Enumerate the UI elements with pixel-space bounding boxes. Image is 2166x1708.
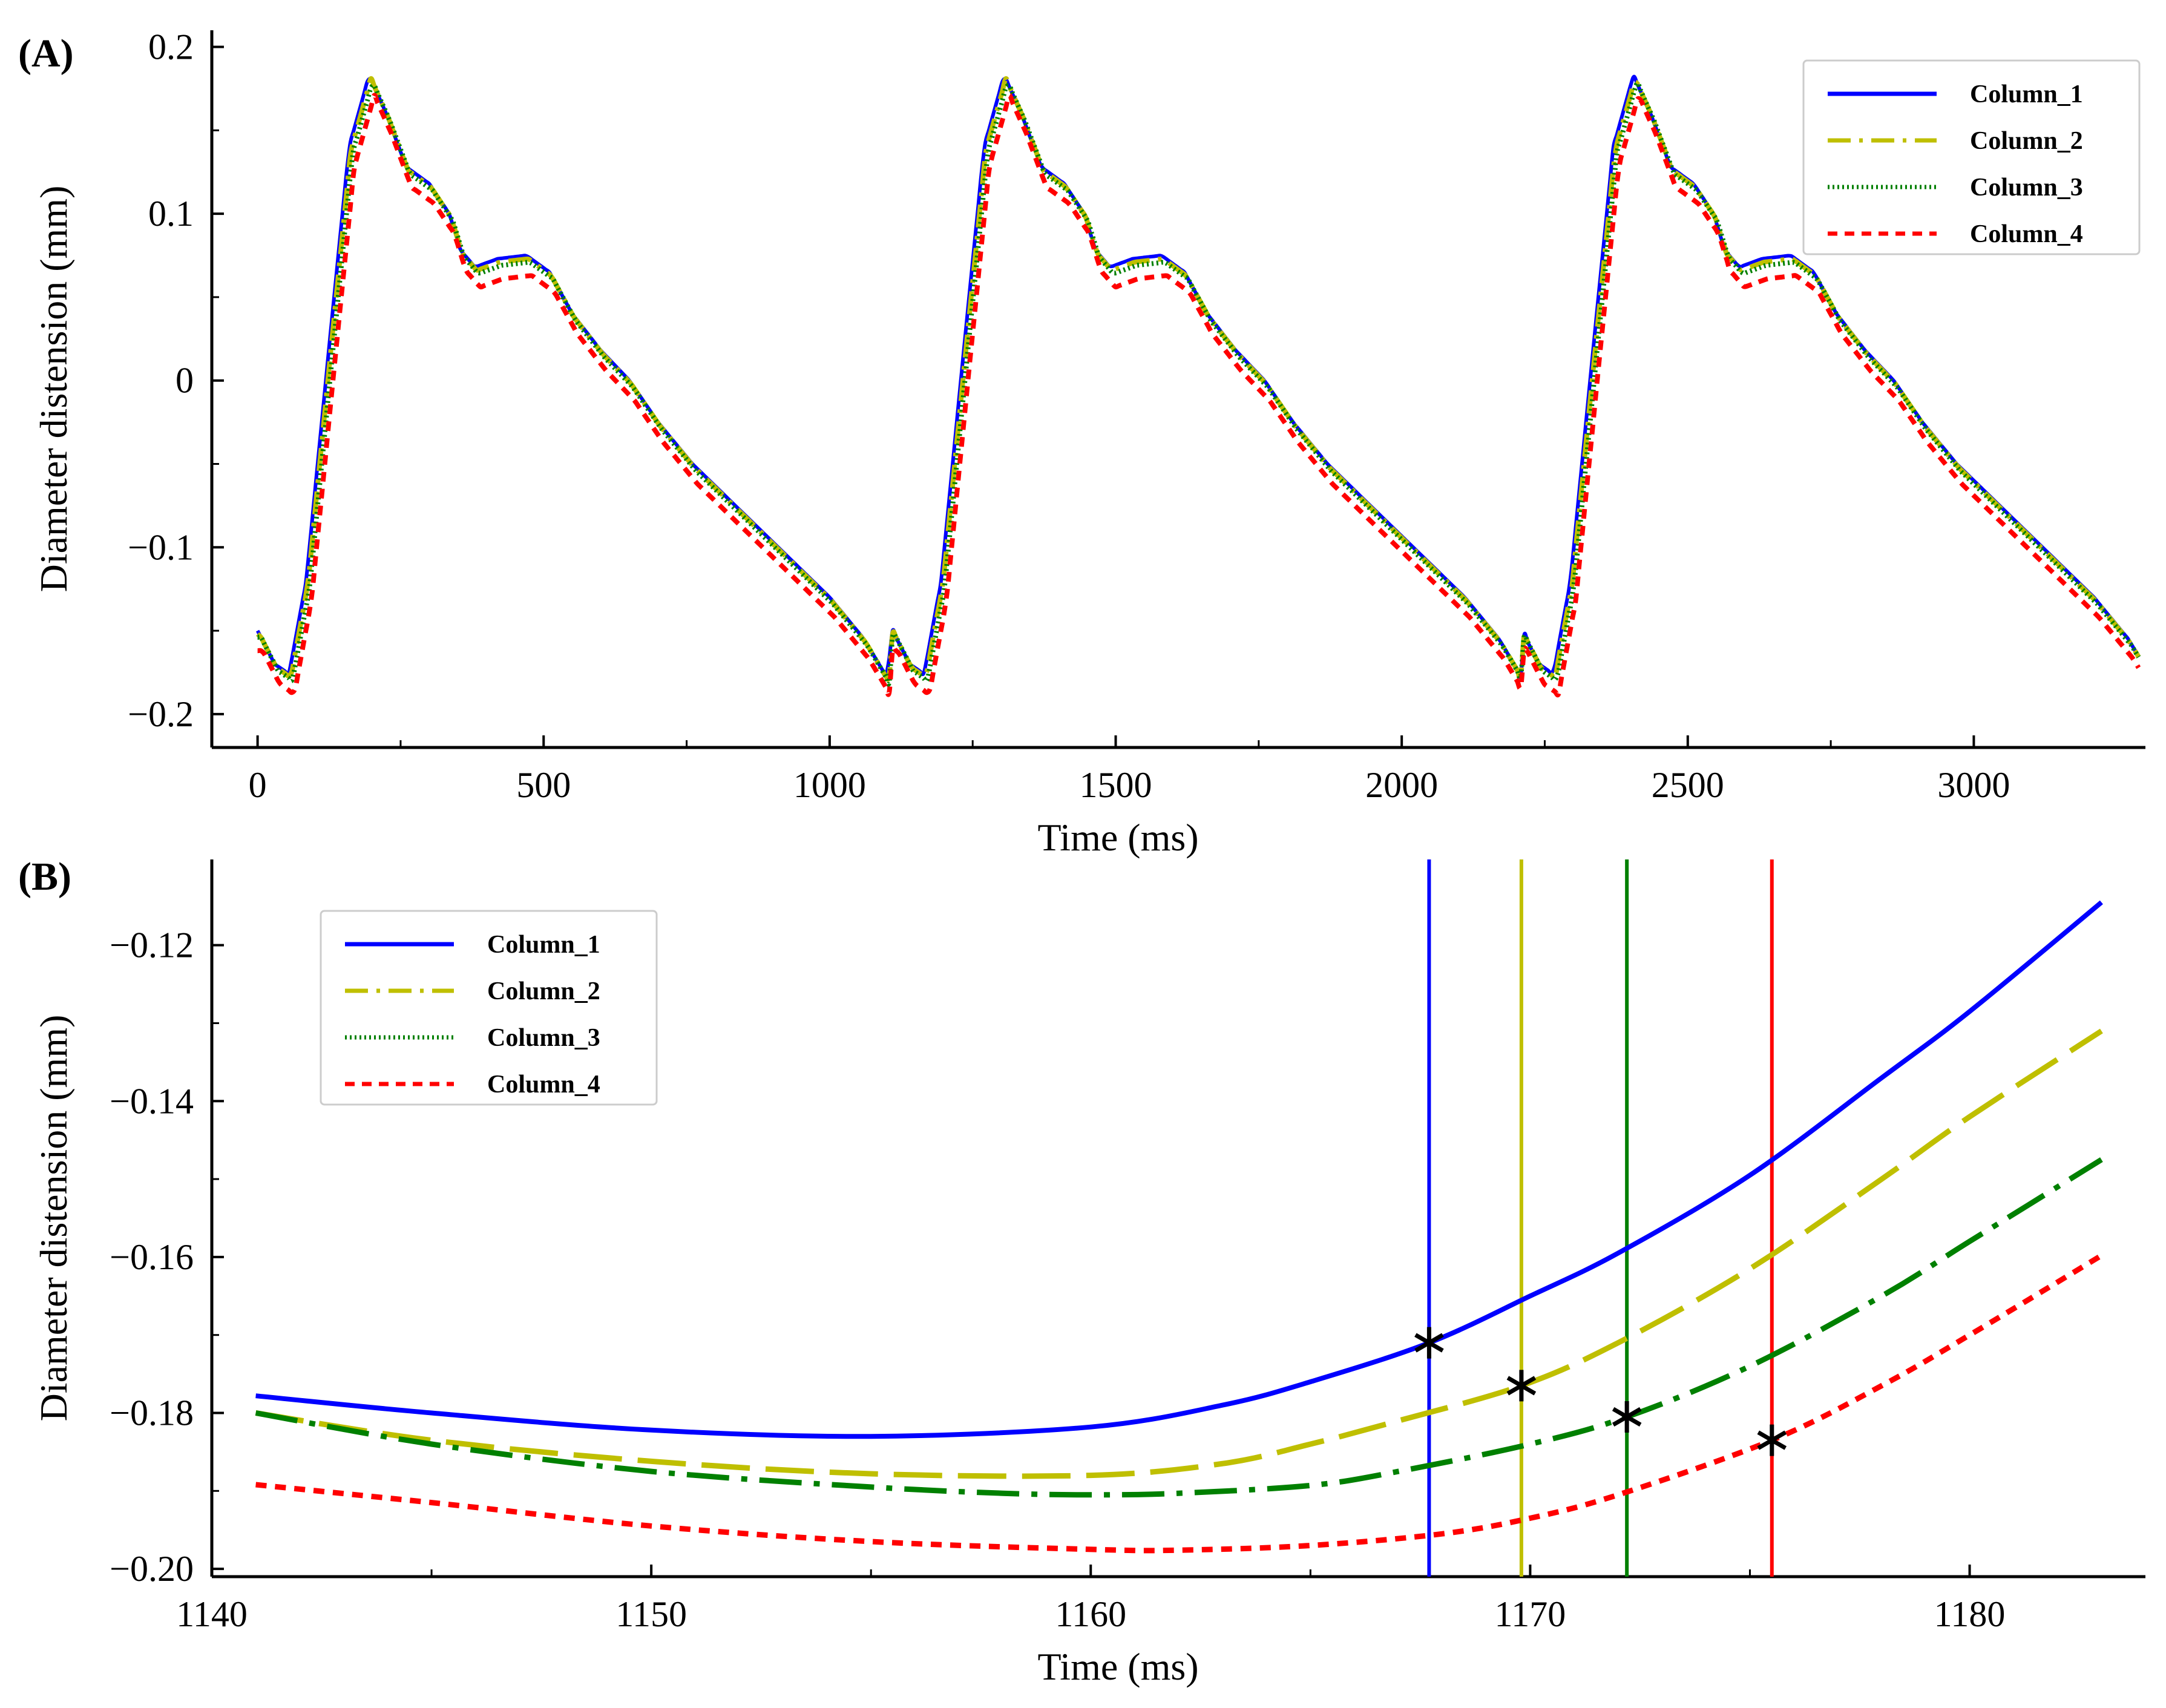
panel-b: 1140 1150 1160 1170 1180 −0.20 −0.18 −0.16 −0.14…	[18, 855, 2145, 1688]
legend-label: Column_2	[487, 977, 600, 1005]
legend-label: Column_2	[1970, 127, 2083, 155]
star-marker-stroke	[1612, 1407, 1642, 1427]
legend-label: Column_1	[1970, 80, 2083, 108]
star-marker	[1414, 1327, 1444, 1359]
x-tick-label: 2000	[1365, 765, 1438, 805]
x-tick-label: 1000	[793, 765, 866, 805]
x-tick-label: 2500	[1652, 765, 1724, 805]
legend-label: Column_4	[487, 1071, 600, 1099]
x-tick-label: 0	[249, 765, 267, 805]
y-tick-label: −0.20	[110, 1549, 194, 1589]
x-tick-label: 1160	[1055, 1594, 1126, 1634]
series-line-column-2	[255, 76, 2141, 682]
x-tick-label: 1140	[176, 1594, 248, 1634]
y-tick-label: −0.12	[110, 925, 194, 965]
y-tick-label: −0.16	[110, 1237, 194, 1277]
panel-a: 0 500 1000 1500 2000 2500 3000 −0.2 −0.1 0 0.1 0.2 T…	[18, 27, 2145, 859]
legend-label: Column_1	[487, 931, 600, 959]
panel-label: (B)	[18, 855, 71, 899]
legend-label: Column_3	[1970, 174, 2083, 202]
star-marker-stroke	[1506, 1376, 1537, 1396]
x-tick-label: 1500	[1080, 765, 1152, 805]
star-marker	[1506, 1370, 1537, 1402]
y-tick-label: −0.1	[128, 527, 194, 567]
y-tick-label: 0.2	[148, 27, 194, 67]
series-line-column-4	[255, 1253, 2103, 1554]
x-tick-label: 1170	[1495, 1594, 1566, 1634]
x-tick-label: 1180	[1934, 1594, 2006, 1634]
panel-label: (A)	[18, 31, 74, 76]
x-tick-label: 500	[516, 765, 571, 805]
y-tick-label: −0.18	[110, 1393, 194, 1433]
legend-box	[320, 910, 658, 1106]
x-axis-title: Time (ms)	[1037, 1645, 1198, 1688]
star-marker	[1757, 1424, 1787, 1456]
y-tick-label: −0.14	[110, 1081, 194, 1121]
series-line-column-3	[255, 1157, 2103, 1498]
y-tick-label: 0.1	[148, 194, 194, 234]
y-axis-title: Diameter distension (mm)	[32, 1015, 75, 1422]
star-marker-stroke	[1757, 1430, 1787, 1450]
y-axis-title: Diameter distension (mm)	[32, 186, 75, 593]
star-marker	[1612, 1401, 1642, 1433]
star-marker-stroke	[1414, 1333, 1444, 1353]
x-tick-label: 1150	[615, 1594, 687, 1634]
legend-label: Column_3	[487, 1024, 600, 1052]
y-tick-label: 0	[176, 361, 194, 401]
series-line-column-2	[255, 1028, 2103, 1479]
x-axis-title: Time (ms)	[1037, 816, 1198, 859]
legend-box	[1802, 59, 2141, 255]
series-line-column-1	[255, 900, 2103, 1439]
series-line-column-4	[257, 93, 2141, 698]
y-tick-label: −0.2	[128, 694, 194, 734]
legend-label: Column_4	[1970, 220, 2083, 248]
x-tick-label: 3000	[1937, 765, 2010, 805]
